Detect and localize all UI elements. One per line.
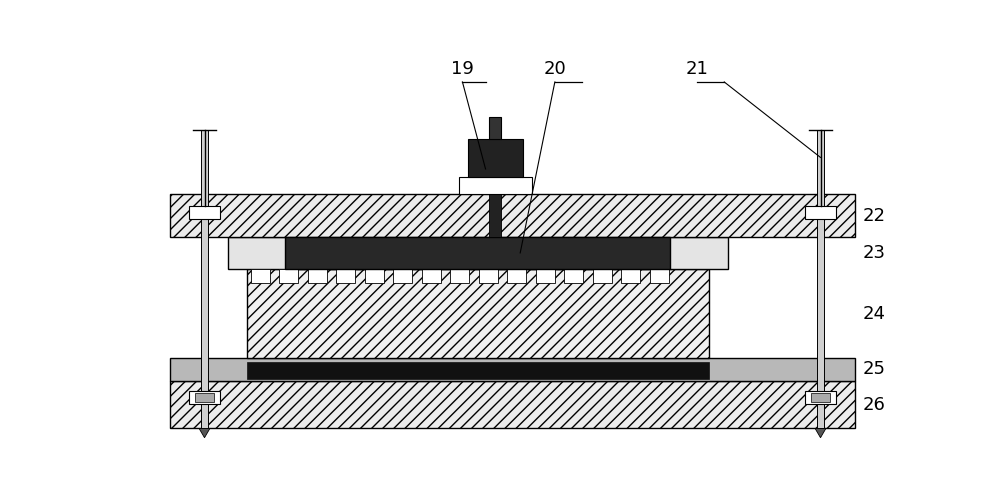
Bar bbox=[170, 358, 855, 381]
Bar bbox=[365, 269, 384, 283]
Bar bbox=[489, 117, 501, 139]
Bar bbox=[450, 269, 469, 283]
Bar bbox=[247, 269, 709, 358]
Text: 24: 24 bbox=[863, 305, 886, 323]
Bar bbox=[817, 131, 824, 428]
Text: 25: 25 bbox=[863, 360, 886, 378]
Bar bbox=[189, 206, 220, 219]
Bar bbox=[285, 237, 670, 269]
Polygon shape bbox=[199, 428, 210, 438]
Polygon shape bbox=[815, 428, 826, 438]
Bar bbox=[479, 269, 498, 283]
Text: 19: 19 bbox=[451, 60, 474, 78]
Bar bbox=[805, 206, 836, 219]
Bar bbox=[308, 269, 327, 283]
Text: 23: 23 bbox=[863, 244, 886, 262]
Text: 26: 26 bbox=[863, 396, 886, 414]
Bar bbox=[805, 391, 836, 404]
Bar bbox=[593, 269, 612, 283]
Bar bbox=[564, 269, 583, 283]
Bar bbox=[507, 269, 526, 283]
Bar bbox=[650, 269, 669, 283]
Bar bbox=[459, 177, 532, 194]
Bar bbox=[170, 194, 855, 237]
Bar bbox=[247, 362, 709, 379]
Text: 21: 21 bbox=[686, 60, 709, 78]
Bar bbox=[422, 269, 441, 283]
Bar bbox=[228, 237, 728, 269]
Bar bbox=[251, 269, 270, 283]
Bar bbox=[201, 131, 208, 428]
Bar bbox=[189, 391, 220, 404]
Bar bbox=[170, 381, 855, 428]
Bar bbox=[279, 269, 298, 283]
Bar bbox=[489, 177, 501, 237]
Text: 22: 22 bbox=[863, 207, 886, 225]
Bar bbox=[468, 139, 523, 177]
Bar bbox=[393, 269, 412, 283]
Bar bbox=[621, 269, 640, 283]
Bar bbox=[336, 269, 355, 283]
Bar bbox=[195, 393, 214, 402]
Bar bbox=[811, 393, 830, 402]
Text: 20: 20 bbox=[543, 60, 566, 78]
Bar bbox=[536, 269, 555, 283]
